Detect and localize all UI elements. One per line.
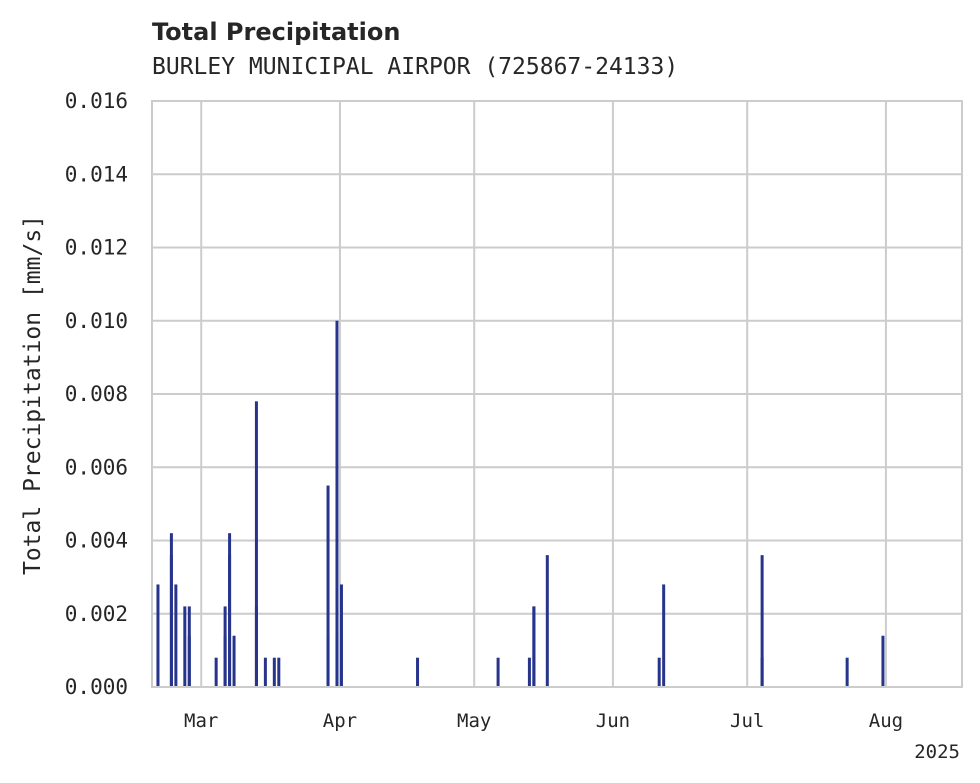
precip-bar — [156, 657, 160, 687]
precip-bar — [174, 584, 178, 687]
y-tick-label: 0.014 — [65, 162, 128, 186]
precip-bar — [416, 657, 420, 687]
chart-subtitle: BURLEY MUNICIPAL AIRPOR (725867-24133) — [152, 54, 678, 80]
precip-bar — [335, 320, 339, 687]
x-tick-label: Mar — [184, 710, 218, 732]
x-tick-label: May — [457, 710, 491, 732]
chart-title: Total Precipitation — [152, 18, 400, 46]
precip-bar — [881, 635, 885, 687]
precip-bar — [657, 657, 661, 687]
x-axis-year-label: 2025 — [914, 741, 960, 763]
precip-bar — [527, 657, 531, 687]
precip-bar — [532, 606, 536, 687]
grid — [152, 100, 962, 688]
y-tick-label: 0.008 — [65, 382, 128, 406]
y-tick-label: 0.006 — [65, 455, 128, 479]
precip-bar — [228, 555, 232, 687]
precip-bar — [662, 584, 666, 687]
precip-bar — [254, 401, 258, 687]
x-tick-label: Jul — [730, 710, 764, 732]
y-tick-label: 0.004 — [65, 529, 128, 553]
precip-bar — [232, 635, 236, 687]
y-tick-label: 0.000 — [65, 675, 128, 699]
precip-bar — [335, 635, 339, 687]
precip-bar — [187, 635, 191, 687]
precip-bar — [169, 533, 173, 687]
y-axis-label: Total Precipitation [mm/s] — [20, 215, 46, 575]
precip-bar — [254, 606, 258, 687]
precip-bar — [183, 606, 187, 687]
x-tick-label: Apr — [323, 710, 357, 732]
y-tick-label: 0.010 — [65, 309, 128, 333]
bars — [156, 320, 885, 687]
precip-bar — [845, 657, 849, 687]
y-tick-label: 0.012 — [65, 236, 128, 260]
y-tick-label: 0.016 — [65, 89, 128, 113]
x-axis-ticks: Mar Apr May Jun Jul Aug — [184, 710, 903, 732]
x-tick-label: Aug — [869, 710, 903, 732]
precip-bar — [263, 657, 267, 687]
precip-bar — [760, 555, 764, 687]
y-axis-ticks: 0.000 0.002 0.004 0.006 0.008 0.010 0.012 0.014… — [65, 89, 128, 699]
x-tick-label: Jun — [596, 710, 630, 732]
precip-bar — [277, 657, 281, 687]
precip-bar — [326, 485, 330, 687]
precip-bar — [339, 584, 343, 687]
precip-bar — [326, 635, 330, 687]
precip-bar — [760, 657, 764, 687]
precip-bar — [272, 657, 276, 687]
y-tick-label: 0.002 — [65, 602, 128, 626]
precip-bar — [545, 555, 549, 687]
precip-bar — [496, 657, 500, 687]
precip-bar — [214, 657, 218, 687]
precip-bar — [156, 584, 160, 687]
precip-bar — [223, 606, 227, 687]
plot-frame — [151, 100, 963, 688]
